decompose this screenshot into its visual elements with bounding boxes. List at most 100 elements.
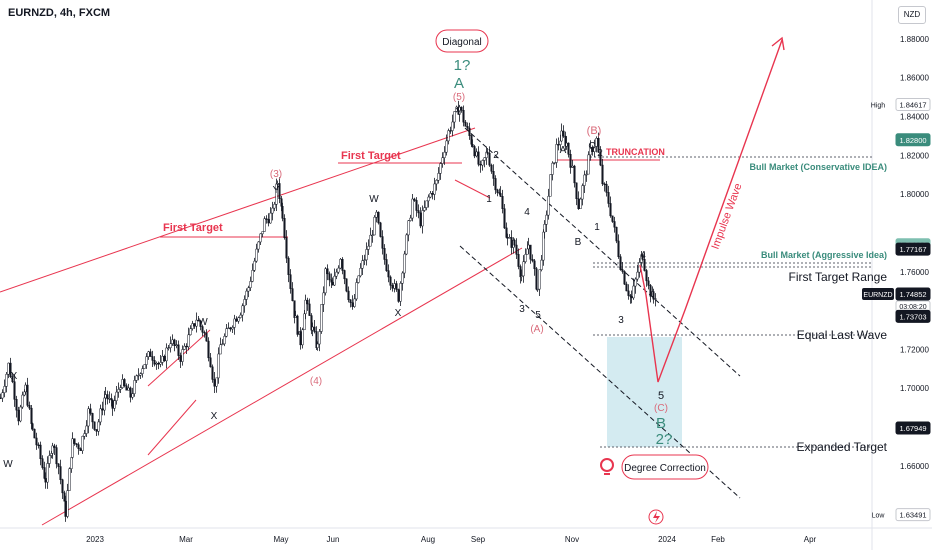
candle-body [273,204,276,209]
candle-body [593,146,596,152]
candle-body [85,425,88,434]
candle-body [505,227,508,238]
candle-body [11,376,14,382]
candle-body [13,381,16,400]
small-channel-lower [147,399,197,456]
wave-A-big-label: A [454,75,464,92]
candle-body [423,207,426,211]
candle-body [263,218,266,232]
candle-body [296,315,299,335]
candle-body [486,151,489,154]
wave-label-C: C [588,141,595,152]
candle-body [55,447,58,465]
candle-body [645,270,648,282]
flash-icon[interactable] [648,509,664,525]
candle-body [527,244,530,250]
candle-body [129,387,132,398]
wave-C-paren-label: (C) [654,403,668,414]
candle-body [7,362,10,375]
time-axis-ticks: 2023 Mar May Jun Aug Sep Nov 2024 Feb Apr [86,535,816,544]
diagonal-label: Diagonal [442,37,481,48]
candle-body [77,444,80,449]
candle-body [520,275,523,278]
candle-body [79,448,82,451]
candle-body [99,408,102,423]
wave-5-paren-label: (5) [453,92,465,103]
candle-body [339,258,342,269]
candle-body [106,394,109,400]
price-value-box [895,97,931,111]
candle-body [595,138,598,147]
candle-body [53,445,56,448]
candle-body [431,193,434,195]
candle-body [531,259,534,262]
candle-body [643,258,646,271]
candle-body [341,258,344,271]
candle-body [627,290,630,296]
channel-lines [0,127,660,526]
currency-badge[interactable]: NZD [898,6,926,24]
candle-body [529,244,532,260]
short-line-2 [454,179,491,199]
lower-channel-line [41,247,523,526]
candle-body [35,437,38,446]
candle-body [496,189,499,193]
candle-body [331,281,334,286]
candle-body [555,144,558,163]
candle-body [587,154,590,175]
candle-body [597,138,600,153]
candle-body [369,234,372,247]
time-tick-label: Sep [471,535,486,544]
candle-body [139,373,142,376]
candle-body [21,394,24,408]
candle-body [0,397,2,399]
candle-body [177,344,180,356]
candle-body [125,385,128,391]
candle-body [143,364,146,369]
price-tick-label: 1.66000 [900,462,929,471]
candle-body [63,492,66,502]
candle-body [66,490,69,517]
candle-body [95,429,98,432]
candle-body [615,226,618,242]
candle-body [318,331,321,345]
candle-body [494,178,497,191]
wave-label-X1: X [11,371,18,382]
candle-body [425,200,428,208]
candle-body [50,453,53,456]
candle-body [347,290,350,301]
time-tick-label: 2023 [86,535,104,544]
candle-body [141,368,144,374]
wave-4-paren-label: (4) [310,376,322,387]
candle-body [303,313,306,331]
candle-body [621,269,624,272]
wave-1q-label: 1? [454,57,471,74]
candle-body [93,421,96,430]
candle-body [117,389,120,393]
countdown-label: 03:08:20 [899,304,926,311]
wave-label-5a: 5 [535,310,541,321]
candle-body [389,276,392,286]
candle-body [351,302,354,307]
candle-body [17,409,20,422]
candle-body [293,300,296,318]
candle-body [199,320,202,327]
candle-body [83,433,86,437]
candle-body [617,240,620,257]
price-value-box [895,421,931,435]
candle-body [191,323,194,329]
candle-body [359,267,362,277]
candle-body [175,344,178,346]
candle-body [328,273,331,281]
candle-body [209,357,212,368]
candle-body [103,397,106,411]
candle-body [415,200,418,211]
candle-body [169,343,172,348]
candle-body [3,386,6,393]
candle-body [287,257,290,275]
candle-body [171,339,174,344]
candle-body [565,142,568,147]
candle-body [488,152,491,166]
candle-body [9,362,12,378]
